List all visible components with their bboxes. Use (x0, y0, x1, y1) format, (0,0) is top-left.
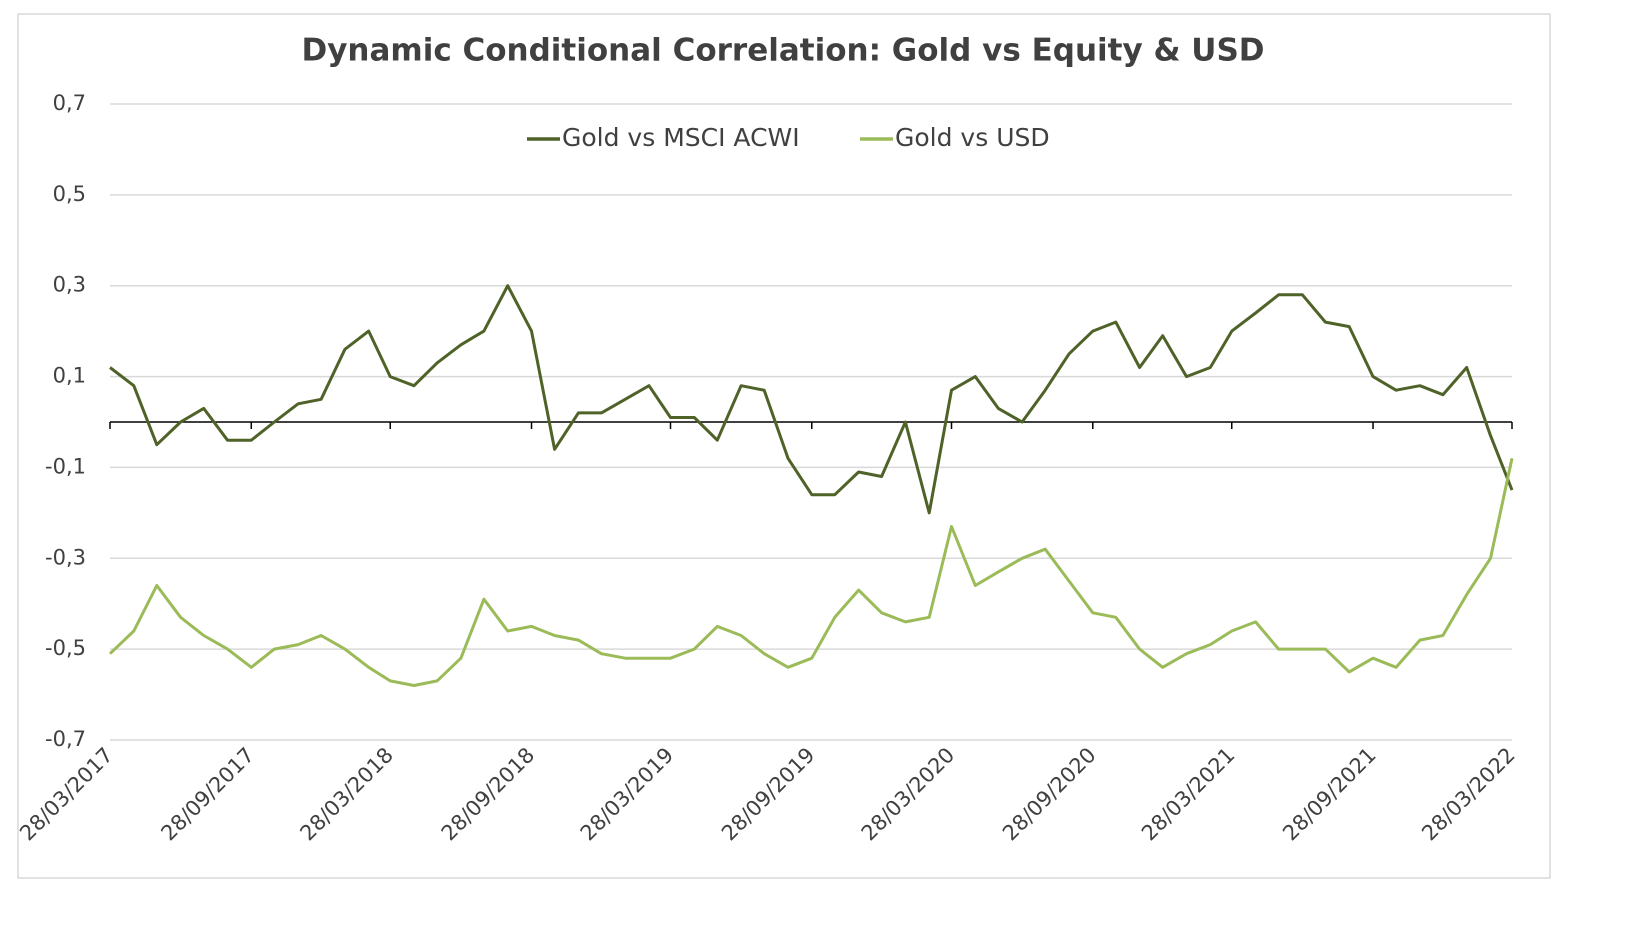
series-line (109, 284, 1514, 515)
chart-title: Dynamic Conditional Correlation: Gold vs… (301, 33, 1264, 69)
legend-label: Gold vs MSCI ACWI (562, 123, 800, 152)
y-tick-label: -0,5 (45, 636, 86, 660)
y-tick-label: 0,1 (53, 364, 86, 388)
y-tick-label: -0,3 (45, 545, 86, 569)
y-tick-label: 0,5 (53, 182, 86, 206)
series-line (108, 457, 1514, 687)
y-tick-label: 0,7 (53, 91, 86, 115)
y-tick-label: 0,3 (53, 273, 86, 297)
legend-label: Gold vs USD (895, 123, 1050, 152)
y-tick-label: -0,7 (45, 727, 86, 751)
y-tick-label: -0,1 (45, 454, 86, 478)
